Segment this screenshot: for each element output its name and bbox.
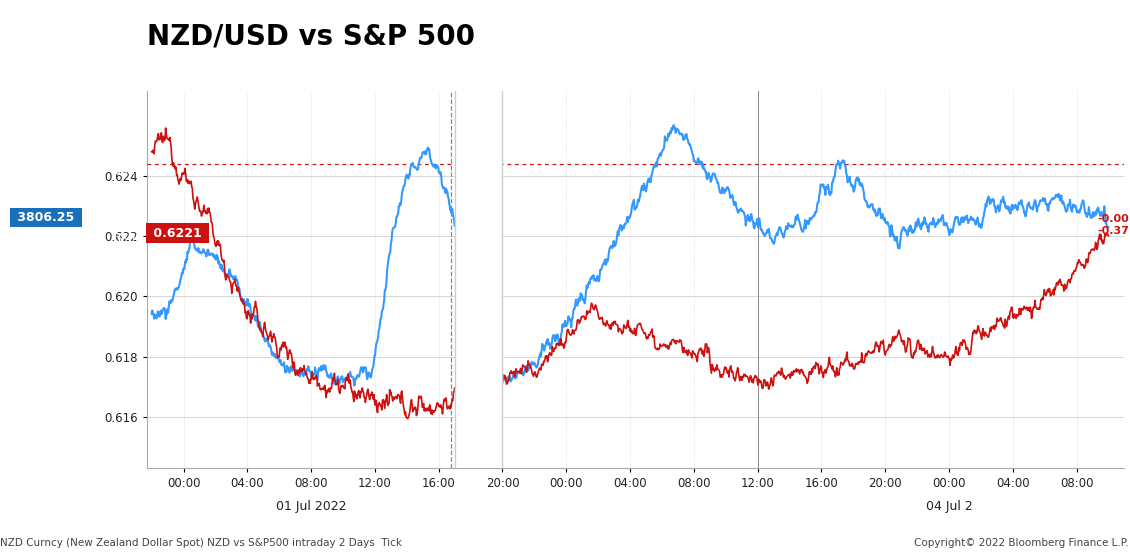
Text: 3780: 3780 <box>113 301 142 314</box>
Text: 3800: 3800 <box>113 232 142 245</box>
Text: NZD Curncy (New Zealand Dollar Spot) NZD vs S&P500 intraday 2 Days  Tick: NZD Curncy (New Zealand Dollar Spot) NZD… <box>0 538 402 548</box>
Text: 3740: 3740 <box>113 438 142 450</box>
Bar <box>454 91 503 468</box>
Text: -0.00: -0.00 <box>1097 214 1129 224</box>
Text: Copyright© 2022 Bloomberg Finance L.P.: Copyright© 2022 Bloomberg Finance L.P. <box>914 538 1129 548</box>
Text: 3820: 3820 <box>113 163 142 177</box>
Text: -0.37: -0.37 <box>1097 226 1129 236</box>
Text: 3760: 3760 <box>113 369 142 382</box>
Text: 04 Jul 2: 04 Jul 2 <box>925 500 972 513</box>
Text: 3806.25: 3806.25 <box>14 211 79 224</box>
Text: 01 Jul 2022: 01 Jul 2022 <box>276 500 347 513</box>
Text: 0.6221: 0.6221 <box>149 227 207 239</box>
Text: NZD/USD vs S&P 500: NZD/USD vs S&P 500 <box>147 22 475 50</box>
